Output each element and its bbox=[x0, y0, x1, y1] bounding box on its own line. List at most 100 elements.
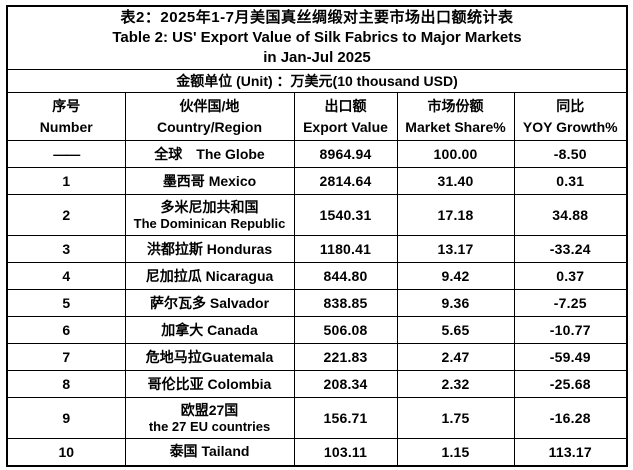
cell-market-share: 2.32 bbox=[396, 370, 515, 398]
cell-export-value: 208.34 bbox=[293, 370, 398, 398]
cell-export-value: 844.80 bbox=[293, 262, 398, 290]
cell-yoy-growth: 113.17 bbox=[513, 438, 628, 466]
country-line1: 全球 The Globe bbox=[154, 145, 265, 162]
table-row-nicaragua: 4 尼加拉瓜 Nicaragua 844.80 9.42 0.37 bbox=[6, 262, 628, 290]
table-row-canada: 6 加拿大 Canada 506.08 5.65 -10.77 bbox=[6, 316, 628, 344]
table-title-zh: 表2：2025年1-7月美国真丝绸缎对主要市场出口额统计表 bbox=[120, 9, 514, 26]
table-row-mexico: 1 墨西哥 Mexico 2814.64 31.40 0.31 bbox=[6, 167, 628, 195]
cell-number: —— bbox=[6, 140, 126, 168]
cell-export-value: 156.71 bbox=[293, 397, 398, 439]
cell-country: 尼加拉瓜 Nicaragua bbox=[124, 262, 295, 290]
cell-yoy-growth: 0.31 bbox=[513, 167, 628, 195]
cell-country: 墨西哥 Mexico bbox=[124, 167, 295, 195]
table-title-en-line2: in Jan-Jul 2025 bbox=[263, 49, 371, 66]
cell-yoy-growth: -10.77 bbox=[513, 316, 628, 344]
cell-country: 萨尔瓦多 Salvador bbox=[124, 289, 295, 317]
unit-row: 金额单位 (Unit) ：万美元(10 thousand USD) bbox=[6, 69, 628, 93]
cell-number: 9 bbox=[6, 397, 126, 439]
country-line1: 危地马拉Guatemala bbox=[145, 348, 274, 365]
column-header-export-value-en: Export Value bbox=[303, 119, 388, 135]
country-line1: 萨尔瓦多 Salvador bbox=[149, 294, 270, 311]
cell-yoy-growth: -59.49 bbox=[513, 343, 628, 371]
cell-export-value: 2814.64 bbox=[293, 167, 398, 195]
column-header-number-en: Number bbox=[39, 119, 93, 135]
table-row-thailand: 10 泰国 Tailand 103.11 1.15 113.17 bbox=[6, 438, 628, 466]
unit-note: 金额单位 (Unit) ：万美元(10 thousand USD) bbox=[6, 69, 628, 93]
cell-number: 1 bbox=[6, 167, 126, 195]
cell-market-share: 2.47 bbox=[396, 343, 515, 371]
table-row-colombia: 8 哥伦比亚 Colombia 208.34 2.32 -25.68 bbox=[6, 370, 628, 398]
column-header-country-zh: 伙伴国/地 bbox=[179, 98, 240, 114]
cell-number: 5 bbox=[6, 289, 126, 317]
column-header-market-share-zh: 市场份额 bbox=[427, 98, 484, 114]
cell-export-value: 838.85 bbox=[293, 289, 398, 317]
column-header-market-share-en: Market Share% bbox=[405, 119, 506, 135]
country-line1: 欧盟27国 bbox=[180, 401, 239, 418]
silk-export-stats-table: 表2：2025年1-7月美国真丝绸缎对主要市场出口额统计表 Table 2: U… bbox=[6, 5, 628, 467]
country-line1: 加拿大 Canada bbox=[161, 321, 258, 338]
column-header-yoy-growth-zh: 同比 bbox=[556, 98, 585, 114]
cell-country: 危地马拉Guatemala bbox=[124, 343, 295, 371]
cell-export-value: 506.08 bbox=[293, 316, 398, 344]
cell-country: 泰国 Tailand bbox=[124, 438, 295, 466]
cell-number: 10 bbox=[6, 438, 126, 466]
cell-market-share: 31.40 bbox=[396, 167, 515, 195]
country-line1: 哥伦比亚 Colombia bbox=[147, 375, 272, 392]
column-header-export-value: 出口额 Export Value bbox=[293, 92, 398, 141]
cell-country: 加拿大 Canada bbox=[124, 316, 295, 344]
cell-market-share: 13.17 bbox=[396, 235, 515, 263]
cell-country: 多米尼加共和国 The Dominican Republic bbox=[124, 194, 295, 236]
column-header-number-zh: 序号 bbox=[52, 98, 81, 114]
cell-export-value: 221.83 bbox=[293, 343, 398, 371]
cell-yoy-growth: -33.24 bbox=[513, 235, 628, 263]
table-row-eu27: 9 欧盟27国 the 27 EU countries 156.71 1.75 -… bbox=[6, 397, 628, 439]
cell-export-value: 1540.31 bbox=[293, 194, 398, 236]
title-row: 表2：2025年1-7月美国真丝绸缎对主要市场出口额统计表 Table 2: U… bbox=[6, 5, 628, 70]
cell-yoy-growth: 0.37 bbox=[513, 262, 628, 290]
cell-number: 8 bbox=[6, 370, 126, 398]
cell-market-share: 1.75 bbox=[396, 397, 515, 439]
table-row-globe: —— 全球 The Globe 8964.94 100.00 -8.50 bbox=[6, 140, 628, 168]
cell-yoy-growth: -7.25 bbox=[513, 289, 628, 317]
cell-number: 7 bbox=[6, 343, 126, 371]
table-header-row: 序号 Number 伙伴国/地 Country/Region 出口额 Expor… bbox=[6, 92, 628, 141]
column-header-market-share: 市场份额 Market Share% bbox=[396, 92, 515, 141]
cell-number: 2 bbox=[6, 194, 126, 236]
country-line1: 洪都拉斯 Honduras bbox=[146, 240, 273, 257]
table-row-guatemala: 7 危地马拉Guatemala 221.83 2.47 -59.49 bbox=[6, 343, 628, 371]
column-header-country-en: Country/Region bbox=[157, 119, 262, 135]
country-line1: 多米尼加共和国 bbox=[160, 198, 259, 215]
country-line1: 墨西哥 Mexico bbox=[162, 172, 257, 189]
cell-market-share: 9.36 bbox=[396, 289, 515, 317]
column-header-export-value-zh: 出口额 bbox=[324, 98, 367, 114]
cell-number: 4 bbox=[6, 262, 126, 290]
table-row-honduras: 3 洪都拉斯 Honduras 1180.41 13.17 -33.24 bbox=[6, 235, 628, 263]
cell-yoy-growth: 34.88 bbox=[513, 194, 628, 236]
table-row-salvador: 5 萨尔瓦多 Salvador 838.85 9.36 -7.25 bbox=[6, 289, 628, 317]
cell-export-value: 8964.94 bbox=[293, 140, 398, 168]
cell-market-share: 5.65 bbox=[396, 316, 515, 344]
cell-country: 欧盟27国 the 27 EU countries bbox=[124, 397, 295, 439]
country-line1: 尼加拉瓜 Nicaragua bbox=[145, 267, 274, 284]
cell-market-share: 9.42 bbox=[396, 262, 515, 290]
cell-number: 6 bbox=[6, 316, 126, 344]
cell-country: 哥伦比亚 Colombia bbox=[124, 370, 295, 398]
cell-yoy-growth: -25.68 bbox=[513, 370, 628, 398]
cell-market-share: 17.18 bbox=[396, 194, 515, 236]
country-line2: The Dominican Republic bbox=[133, 215, 286, 231]
cell-number: 3 bbox=[6, 235, 126, 263]
column-header-yoy-growth: 同比 YOY Growth% bbox=[513, 92, 628, 141]
table-row-dominican-republic: 2 多米尼加共和国 The Dominican Republic 1540.31 … bbox=[6, 194, 628, 236]
cell-country: 洪都拉斯 Honduras bbox=[124, 235, 295, 263]
cell-country: 全球 The Globe bbox=[124, 140, 295, 168]
column-header-number: 序号 Number bbox=[6, 92, 126, 141]
cell-yoy-growth: -8.50 bbox=[513, 140, 628, 168]
table-title: 表2：2025年1-7月美国真丝绸缎对主要市场出口额统计表 Table 2: U… bbox=[6, 5, 628, 70]
column-header-yoy-growth-en: YOY Growth% bbox=[522, 119, 618, 135]
cell-market-share: 100.00 bbox=[396, 140, 515, 168]
cell-export-value: 1180.41 bbox=[293, 235, 398, 263]
country-line1: 泰国 Tailand bbox=[169, 443, 250, 460]
column-header-country: 伙伴国/地 Country/Region bbox=[124, 92, 295, 141]
cell-yoy-growth: -16.28 bbox=[513, 397, 628, 439]
